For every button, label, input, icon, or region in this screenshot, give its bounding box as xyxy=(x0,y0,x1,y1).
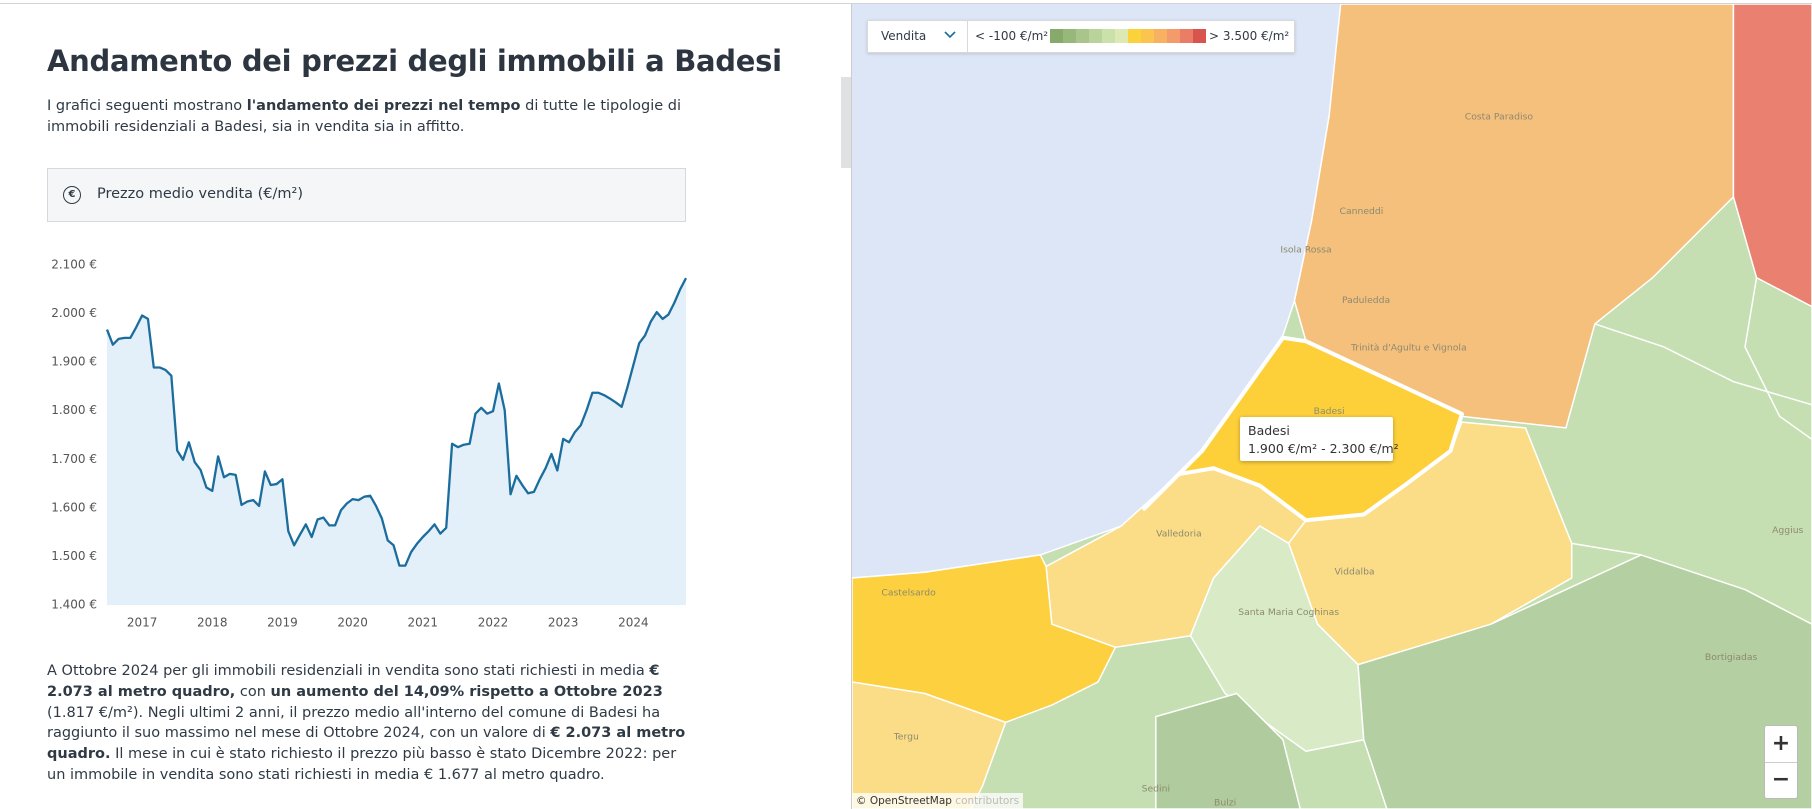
line xyxy=(105,277,688,567)
tooltip-range: 1.900 €/m² - 2.300 €/m² xyxy=(1248,441,1399,456)
area xyxy=(107,278,686,605)
place-label: Paduledda xyxy=(1342,295,1390,306)
place-label: Santa Maria Coghinas xyxy=(1238,607,1339,618)
map-legend: Vendita < -100 €/m² > 3.500 €/m² xyxy=(867,20,1295,53)
place-label: Sedini xyxy=(1142,784,1170,795)
legend-scale xyxy=(1050,29,1206,43)
y-tick-label: 1.400 € xyxy=(51,598,97,612)
place-label: Trinità d'Agultu e Vignola xyxy=(1350,342,1467,353)
legend-swatch xyxy=(1050,29,1063,43)
place-label: Badesi xyxy=(1314,406,1345,417)
region xyxy=(852,681,1007,809)
legend-swatch xyxy=(1128,29,1141,43)
legend-swatch xyxy=(1063,29,1076,43)
legend-max: > 3.500 €/m² xyxy=(1209,29,1290,43)
border xyxy=(1571,542,1642,556)
x-tick-label: 2023 xyxy=(548,616,579,630)
legend-swatch xyxy=(1167,29,1180,43)
map-tooltip: Badesi 1.900 €/m² - 2.300 €/m² xyxy=(1240,417,1399,461)
bold-text: € 2.073 al metro quadro. xyxy=(47,725,686,763)
place-label: Viddalba xyxy=(1334,567,1374,578)
bold-text: € 2.073 al metro quadro, xyxy=(47,663,660,700)
price-chart: 1.400 € 1.500 € 1.600 € 1.700 € 1.800 € 1.900… xyxy=(51,258,688,630)
zoom-control: + − xyxy=(1764,725,1798,799)
text: di tutte le tipologie di immobili reside… xyxy=(47,98,682,135)
y-tick-label: 2.000 € xyxy=(51,306,97,320)
x-tick-label: 2024 xyxy=(618,616,649,630)
place-label: Valledoria xyxy=(1156,528,1202,539)
legend-swatch xyxy=(1141,29,1154,43)
y-tick-label: 1.900 € xyxy=(51,355,97,369)
place-label: Canneddi xyxy=(1340,206,1384,217)
attribution-more: contributors xyxy=(955,795,1020,807)
divider xyxy=(851,4,852,809)
bold-text: l'andamento dei prezzi nel tempo xyxy=(246,98,521,114)
y-tick-label: 1.500 € xyxy=(51,549,97,563)
mode-dropdown[interactable]: Vendita xyxy=(868,21,968,52)
x-tick-label: 2022 xyxy=(478,616,509,630)
y-tick-label: 1.700 € xyxy=(51,452,97,466)
place-label: Castelsardo xyxy=(881,587,936,598)
legend-swatch xyxy=(1089,29,1102,43)
y-tick-label: 1.800 € xyxy=(51,403,97,417)
legend-swatch xyxy=(1180,29,1193,43)
map[interactable]: Costa Paradiso Canneddi Isola Rossa Padu… xyxy=(852,4,1812,809)
x-tick-label: 2021 xyxy=(408,616,439,630)
x-tick-label: 2017 xyxy=(127,616,158,630)
text: (1.817 €/m²). Negli ultimi 2 anni, il pr… xyxy=(47,704,661,742)
legend-swatch xyxy=(1115,29,1128,43)
dropdown-label: Vendita xyxy=(881,29,927,43)
legend-swatch xyxy=(1076,29,1089,43)
legend-swatch xyxy=(1102,29,1115,43)
region xyxy=(1357,554,1812,809)
legend-min: < -100 €/m² xyxy=(975,29,1049,43)
chart-title: Prezzo medio vendita (€/m²) xyxy=(97,186,303,202)
border xyxy=(1744,277,1812,441)
text: A Ottobre 2024 per gli immobili residenz… xyxy=(47,663,650,679)
x-tick-label: 2019 xyxy=(267,616,298,630)
x-tick-label: 2020 xyxy=(337,616,368,630)
summary-text: A Ottobre 2024 per gli immobili residenz… xyxy=(47,661,692,786)
place-label: Bulzi xyxy=(1214,798,1236,809)
y-tick-label: 2.100 € xyxy=(51,258,97,272)
place-label: Bortigiadas xyxy=(1705,652,1758,663)
place-label: Costa Paradiso xyxy=(1465,111,1534,122)
place-label: Aggius xyxy=(1772,525,1803,536)
page-title: Andamento dei prezzi degli immobili a Ba… xyxy=(47,44,782,78)
text: I grafici seguenti mostrano xyxy=(47,98,247,114)
place-label: Isola Rossa xyxy=(1280,244,1331,255)
attribution-link[interactable]: © OpenStreetMap xyxy=(856,795,952,807)
legend-swatch xyxy=(1193,29,1206,43)
chart-panel-header: € Prezzo medio vendita (€/m²) xyxy=(47,168,686,222)
attribution[interactable]: © OpenStreetMap contributors xyxy=(852,793,1024,809)
scrollbar[interactable] xyxy=(841,77,851,168)
tooltip-name: Badesi xyxy=(1248,423,1290,438)
text: Il mese in cui è stato richiesto il prez… xyxy=(47,746,677,783)
region xyxy=(1732,4,1812,308)
bold-text: un aumento del 14,09% rispetto a Ottobre… xyxy=(270,683,663,700)
legend-swatch xyxy=(1154,29,1167,43)
place-label: Tergu xyxy=(893,732,919,743)
y-tick-label: 1.600 € xyxy=(51,500,97,514)
zoom-out[interactable]: − xyxy=(1771,767,1791,792)
chevron xyxy=(944,31,956,39)
x-tick-label: 2018 xyxy=(197,616,228,630)
region xyxy=(1155,692,1301,809)
intro-text: I grafici seguenti mostrano l'andamento … xyxy=(47,96,687,138)
zoom-in[interactable]: + xyxy=(1765,726,1797,763)
text: con xyxy=(235,683,271,700)
euro-icon: € xyxy=(63,186,81,204)
border xyxy=(1594,323,1812,406)
